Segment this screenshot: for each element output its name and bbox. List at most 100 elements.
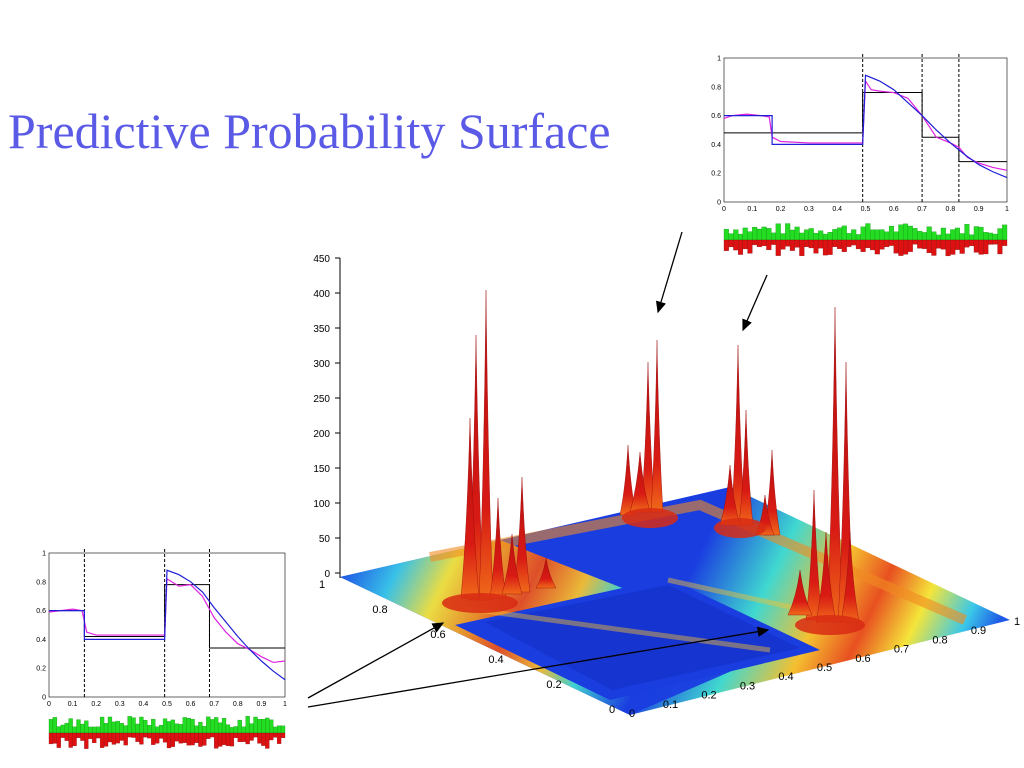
histogram-bar-positive [818,230,824,241]
histogram-bar-positive [987,232,993,241]
histogram-bar-positive [233,726,238,734]
histogram-bar-positive [119,723,124,734]
histogram-bar-negative [48,732,54,745]
histogram-bar-positive [229,727,235,734]
inset-axes [723,57,1008,203]
histogram-bar-positive [107,716,113,734]
histogram-bar-negative [135,732,140,742]
inset-x-tick-label: 0.5 [162,701,172,708]
histogram-bar-positive [780,233,786,241]
histogram-bar-negative [72,732,77,747]
histogram-bar-negative [186,732,191,746]
histogram-bar-positive [162,718,168,734]
histogram-bar-negative [978,239,984,255]
surface-peak [629,451,651,513]
histogram-bar-negative [245,732,250,745]
histogram-bar-negative [52,732,58,744]
histogram-bar-positive [194,725,199,734]
histogram-bar-positive [127,716,132,734]
inset-x-tick-label: 0.8 [233,701,243,708]
histogram-bar-positive [80,723,85,734]
surface-peak-base [622,508,678,528]
histogram-bar-negative [206,732,211,739]
histogram-bar-positive [269,719,274,734]
left-axis-tick-label: 0.6 [430,629,445,641]
right-axis-tick-label: 0.3 [740,680,755,692]
histogram-bar-positive [841,225,847,241]
histogram-bar-positive [822,233,828,241]
histogram-bar-positive [115,720,120,734]
histogram-bar-negative [269,732,274,741]
histogram-bar-positive [884,231,890,241]
histogram-bar-negative [202,732,207,746]
inset-x-tick-label: 0.8 [946,206,956,213]
arrow-to-top-peak-2 [742,274,768,332]
histogram-bar-negative [903,239,909,255]
inset-x-tick-label: 0.6 [186,701,196,708]
inset-x-tick-label: 0.4 [139,701,149,708]
histogram-bar-positive [879,229,885,241]
histogram-bar-positive [893,231,899,241]
histogram-bar-positive [68,718,73,734]
histogram-bar-negative [771,239,777,245]
histogram-bar-negative [940,239,946,250]
inset-x-tick-label: 0.3 [804,206,814,213]
histogram-bar-negative [987,239,993,245]
histogram-bar-positive [276,725,282,734]
z-tick-label: 100 [313,499,330,510]
top-inset-plot: 0 0.2 0.4 0.6 0.8 1 0 0.1 0.2 0.3 0.4 0.5 0.6 0.7 0.8 0… [711,54,1009,257]
histogram-bar-positive [804,229,810,241]
histogram-bar-positive [907,225,913,241]
histogram-bar-negative [221,732,227,745]
inset-y-tick-label: 0.6 [711,113,721,120]
right-axis-tick-label: 1 [1014,616,1020,628]
z-tick-label: 50 [319,534,331,545]
inset-y-tick-label: 0.2 [711,171,721,178]
histogram-bar-negative [174,732,179,742]
histogram-bar-negative [151,732,156,745]
histogram-bar-negative [983,239,989,255]
histogram-bar-positive [217,722,223,734]
histogram-bar-positive [813,233,819,241]
surface-peak [460,417,480,599]
histogram-bar-positive [143,719,148,734]
histogram-bar-negative [775,239,781,256]
histogram-bar-negative [229,732,235,747]
z-tick-label: 200 [313,429,330,440]
histogram-bar-positive [135,723,140,734]
histogram-bar-positive [60,724,65,734]
surface-peak [489,497,507,599]
histogram-bar-positive [898,224,904,241]
histogram-bar-negative [780,239,786,250]
histogram-bar-positive [131,717,136,734]
histogram-bar-positive [190,719,195,734]
histogram-bar-negative [879,239,885,250]
histogram-bar-negative [131,732,136,738]
histogram-bar-negative [198,732,203,747]
histogram-bar-positive [257,719,262,734]
histogram-bar-negative [874,239,880,255]
histogram-bar-negative [241,732,246,742]
histogram-bar-negative [68,732,73,748]
histogram-bar-negative [64,732,69,741]
histogram-bar-negative [253,732,258,738]
histogram-bar-positive [88,726,93,734]
histogram-bar-positive [789,229,795,241]
slide-title: Predictive Probability Surface [8,103,611,159]
histogram-bar-positive [926,226,932,241]
histogram-bar-positive [221,718,227,734]
z-tick-label: 150 [313,464,330,475]
histogram-bar-negative [752,239,758,246]
histogram-bar-negative [912,239,918,245]
z-tick-label: 400 [313,289,330,300]
histogram-bar-positive [738,233,744,241]
inset-x-tick-label: 0.9 [257,701,267,708]
histogram-bar-negative [738,239,744,255]
histogram-bar-negative [785,239,791,247]
histogram-bar-positive [261,719,266,734]
histogram-bar-positive [123,725,128,734]
arrow-to-floor-2 [307,626,770,708]
histogram-bar-positive [851,229,857,241]
surface-peak [650,339,664,513]
histogram-bar-negative [139,732,144,745]
